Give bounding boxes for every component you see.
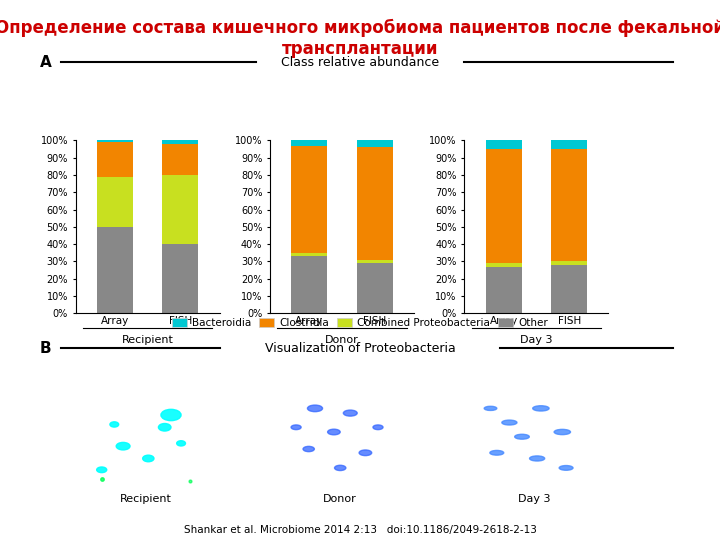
Text: B: B: [40, 341, 51, 356]
Bar: [486, 149, 522, 263]
Text: Donor: Donor: [323, 494, 357, 504]
Text: Class relative abundance: Class relative abundance: [281, 56, 439, 69]
Text: Определение состава кишечного микробиома пациентов после фекальной: Определение состава кишечного микробиома…: [0, 19, 720, 37]
Bar: [162, 144, 198, 175]
Ellipse shape: [515, 434, 529, 439]
Ellipse shape: [116, 442, 130, 450]
Ellipse shape: [176, 441, 186, 446]
Ellipse shape: [373, 425, 383, 430]
Ellipse shape: [96, 467, 107, 472]
Bar: [292, 146, 328, 253]
Text: Visualization of Proteobacteria: Visualization of Proteobacteria: [265, 342, 455, 355]
Ellipse shape: [484, 406, 497, 410]
Bar: [356, 147, 392, 260]
Text: Day 3: Day 3: [520, 335, 553, 345]
Ellipse shape: [303, 447, 315, 451]
Bar: [292, 253, 328, 256]
Bar: [551, 265, 587, 313]
Ellipse shape: [110, 422, 119, 427]
Bar: [356, 260, 392, 263]
Bar: [97, 177, 133, 227]
Bar: [162, 244, 198, 313]
Ellipse shape: [559, 465, 573, 470]
Ellipse shape: [291, 425, 301, 430]
Ellipse shape: [158, 423, 171, 431]
Bar: [97, 142, 133, 177]
Ellipse shape: [143, 455, 154, 462]
Bar: [356, 140, 392, 147]
Ellipse shape: [533, 406, 549, 411]
Text: Recipient: Recipient: [120, 494, 172, 504]
Ellipse shape: [554, 429, 570, 435]
Text: Shankar et al. Microbiome 2014 2:13   doi:10.1186/2049-2618-2-13: Shankar et al. Microbiome 2014 2:13 doi:…: [184, 524, 536, 535]
Ellipse shape: [502, 420, 517, 425]
Text: Donor: Donor: [325, 335, 359, 345]
Text: Day 3: Day 3: [518, 494, 551, 504]
Ellipse shape: [307, 405, 323, 411]
Ellipse shape: [161, 409, 181, 421]
Ellipse shape: [335, 465, 346, 470]
Bar: [97, 227, 133, 313]
Bar: [292, 256, 328, 313]
Bar: [97, 140, 133, 142]
Ellipse shape: [490, 450, 504, 455]
Bar: [551, 149, 587, 261]
Bar: [551, 140, 587, 149]
Bar: [486, 140, 522, 149]
Ellipse shape: [530, 456, 544, 461]
Bar: [486, 263, 522, 267]
Ellipse shape: [343, 410, 357, 416]
Bar: [551, 261, 587, 265]
Text: трансплантации: трансплантации: [282, 40, 438, 58]
Legend: Bacteroidia, Clostridia, Combined Proteobacteria, Other: Bacteroidia, Clostridia, Combined Proteo…: [168, 314, 552, 332]
Bar: [486, 267, 522, 313]
Bar: [292, 140, 328, 146]
Bar: [356, 263, 392, 313]
Ellipse shape: [359, 450, 372, 456]
Bar: [162, 140, 198, 144]
Bar: [162, 175, 198, 244]
Ellipse shape: [328, 429, 341, 435]
Text: A: A: [40, 55, 51, 70]
Text: Recipient: Recipient: [122, 335, 174, 345]
